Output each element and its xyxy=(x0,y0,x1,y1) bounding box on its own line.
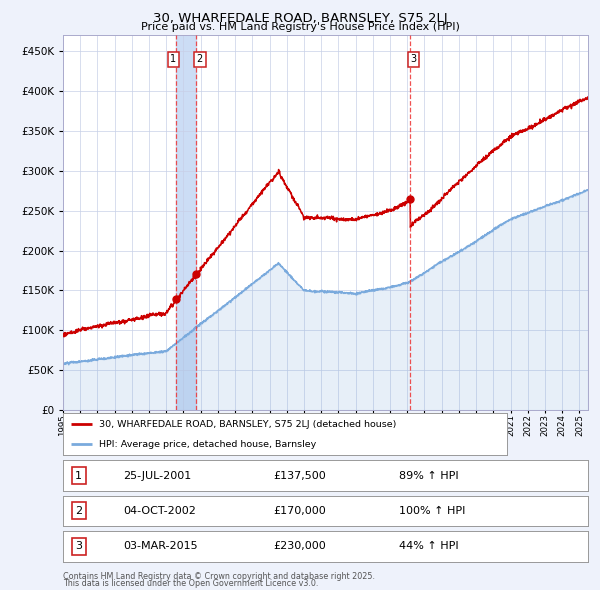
Text: 89% ↑ HPI: 89% ↑ HPI xyxy=(399,471,458,480)
Text: Price paid vs. HM Land Registry's House Price Index (HPI): Price paid vs. HM Land Registry's House … xyxy=(140,22,460,32)
Text: 04-OCT-2002: 04-OCT-2002 xyxy=(124,506,196,516)
Text: 3: 3 xyxy=(75,542,82,551)
Text: Contains HM Land Registry data © Crown copyright and database right 2025.: Contains HM Land Registry data © Crown c… xyxy=(63,572,375,581)
Text: £170,000: £170,000 xyxy=(273,506,326,516)
Text: 25-JUL-2001: 25-JUL-2001 xyxy=(124,471,191,480)
Text: HPI: Average price, detached house, Barnsley: HPI: Average price, detached house, Barn… xyxy=(98,440,316,449)
Text: 100% ↑ HPI: 100% ↑ HPI xyxy=(399,506,466,516)
Text: 03-MAR-2015: 03-MAR-2015 xyxy=(124,542,198,551)
Text: £137,500: £137,500 xyxy=(273,471,326,480)
Bar xyxy=(176,35,196,410)
Text: 44% ↑ HPI: 44% ↑ HPI xyxy=(399,542,458,551)
Text: 30, WHARFEDALE ROAD, BARNSLEY, S75 2LJ: 30, WHARFEDALE ROAD, BARNSLEY, S75 2LJ xyxy=(152,12,448,25)
Text: £230,000: £230,000 xyxy=(273,542,326,551)
Text: 1: 1 xyxy=(75,471,82,480)
Text: 30, WHARFEDALE ROAD, BARNSLEY, S75 2LJ (detached house): 30, WHARFEDALE ROAD, BARNSLEY, S75 2LJ (… xyxy=(98,419,396,428)
Text: 1: 1 xyxy=(170,54,176,64)
Text: 2: 2 xyxy=(197,54,203,64)
Text: 2: 2 xyxy=(75,506,82,516)
Text: This data is licensed under the Open Government Licence v3.0.: This data is licensed under the Open Gov… xyxy=(63,579,319,588)
Text: 3: 3 xyxy=(410,54,416,64)
